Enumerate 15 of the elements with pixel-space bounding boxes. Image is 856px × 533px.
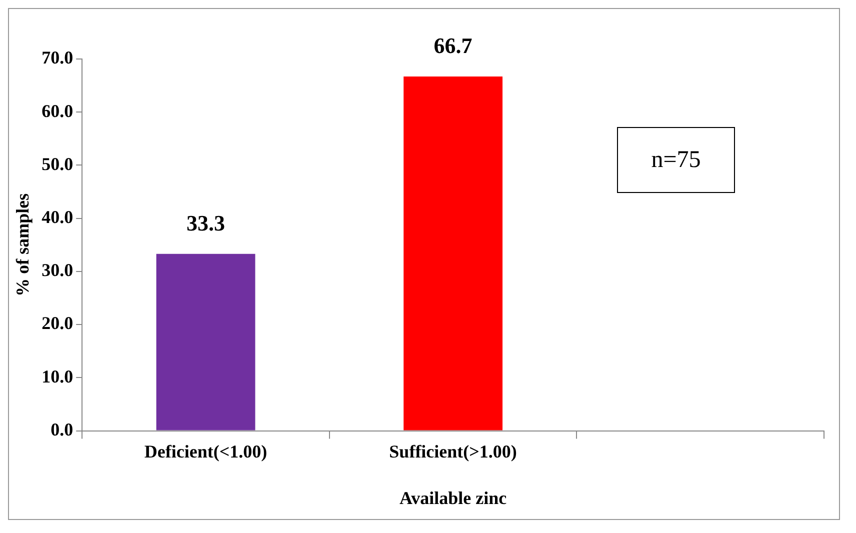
y-tick-label: 20.0 [42, 313, 74, 334]
annotation: n=75 [617, 127, 735, 193]
data-label: 66.7 [434, 33, 472, 58]
x-axis-title: Available zinc [399, 488, 507, 508]
y-tick-label: 50.0 [42, 154, 74, 174]
y-axis-title: % of samples [12, 193, 32, 296]
x-tick-label: Deficient(<1.00) [144, 441, 268, 462]
y-tick-label: 0.0 [50, 419, 74, 440]
y-tick-label: 60.0 [42, 100, 74, 121]
y-tick-label: 70.0 [42, 48, 74, 68]
y-tick-label: 10.0 [42, 366, 74, 386]
y-tick-label: 30.0 [42, 260, 74, 280]
x-tick-label: Sufficient(>1.00) [389, 441, 517, 462]
y-tick-label: 40.0 [42, 207, 74, 227]
data-label: 33.3 [186, 210, 225, 236]
